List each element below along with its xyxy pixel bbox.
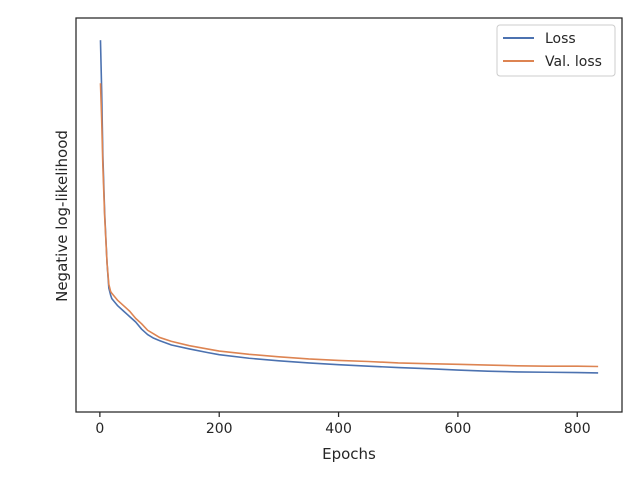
legend-label-val-loss: Val. loss [545, 54, 602, 70]
x-axis-label: Epochs [322, 445, 376, 463]
legend: Loss Val. loss [496, 24, 616, 77]
x-tick-label: 800 [564, 421, 591, 437]
x-axis-ticks: 0 200 400 600 800 [95, 412, 591, 437]
x-tick-label: 0 [95, 421, 104, 437]
plot-area [75, 17, 623, 413]
series-line-val-loss [99, 83, 599, 368]
x-tick-label: 600 [445, 421, 472, 437]
legend-label-loss: Loss [545, 31, 576, 47]
series-line-loss [99, 40, 599, 374]
series-layer [99, 40, 599, 374]
x-tick-label: 200 [206, 421, 233, 437]
x-tick-label: 400 [325, 421, 352, 437]
y-axis-label: Negative log-likelihood [53, 130, 71, 302]
